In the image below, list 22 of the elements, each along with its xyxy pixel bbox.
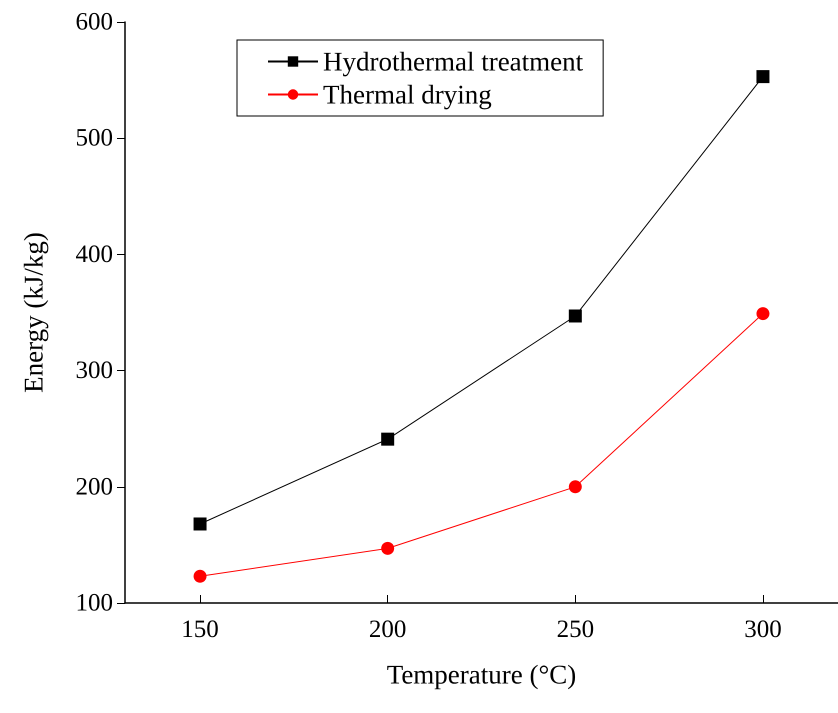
x-tick-label: 150	[181, 616, 219, 643]
point	[381, 542, 394, 555]
point	[568, 480, 582, 494]
y-tick-label: 200	[76, 473, 113, 500]
y-tick-label: 400	[76, 240, 113, 268]
legend-label: Thermal drying	[323, 80, 492, 110]
point	[756, 307, 770, 320]
x-axis-title: Temperature (°C)	[386, 660, 576, 690]
y-axis-title: Energy (kJ/kg)	[18, 232, 48, 393]
y-tick-label: 100	[76, 590, 113, 616]
x-tick-label: 250	[556, 616, 594, 643]
y-tick-label: 600	[76, 8, 113, 36]
point	[568, 309, 582, 322]
x-tick-label: 300	[744, 616, 782, 643]
y-tick-label: 300	[76, 357, 113, 384]
legend-label: Hydrothermal treatment	[323, 46, 584, 76]
point	[381, 432, 394, 446]
point	[756, 70, 770, 84]
y-tick-label: 500	[76, 124, 113, 152]
x-tick-label: 200	[368, 616, 406, 643]
point	[194, 517, 207, 530]
point	[194, 570, 207, 583]
